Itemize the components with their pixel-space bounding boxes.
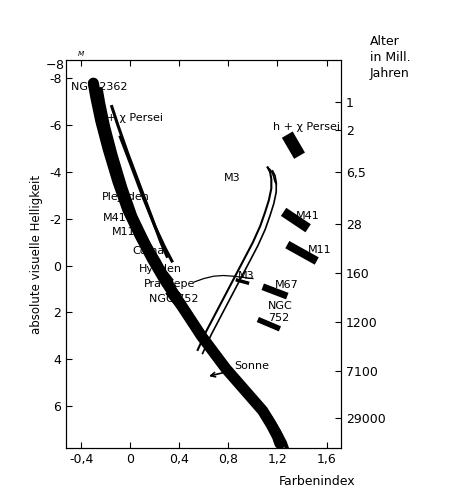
Text: M41: M41 bbox=[296, 211, 319, 221]
Text: $^M$: $^M$ bbox=[77, 52, 86, 62]
Text: Hyaden: Hyaden bbox=[139, 263, 182, 273]
Text: M3: M3 bbox=[223, 173, 240, 183]
Text: M67: M67 bbox=[275, 280, 299, 290]
Text: Praesepe: Praesepe bbox=[144, 279, 195, 289]
Text: Coma: Coma bbox=[133, 246, 165, 256]
Text: Alter
in Mill.
Jahren: Alter in Mill. Jahren bbox=[370, 35, 410, 80]
Text: M41: M41 bbox=[103, 213, 127, 223]
Text: NGC 752: NGC 752 bbox=[148, 294, 198, 304]
Text: Sonne: Sonne bbox=[211, 361, 270, 377]
Text: h + χ Persei: h + χ Persei bbox=[273, 122, 339, 132]
Y-axis label: absolute visuelle Helligkeit: absolute visuelle Helligkeit bbox=[30, 174, 44, 334]
Text: Plejaden: Plejaden bbox=[102, 192, 150, 202]
Text: M3: M3 bbox=[238, 270, 255, 280]
Text: M11: M11 bbox=[112, 227, 136, 237]
Text: $-8$: $-8$ bbox=[45, 59, 64, 72]
Text: h + χ Persei: h + χ Persei bbox=[96, 113, 163, 123]
Text: M11: M11 bbox=[308, 245, 332, 255]
Text: NGC 2362: NGC 2362 bbox=[71, 82, 128, 92]
Text: NGC
752: NGC 752 bbox=[268, 301, 292, 323]
X-axis label: Farbenindex: Farbenindex bbox=[278, 476, 355, 489]
